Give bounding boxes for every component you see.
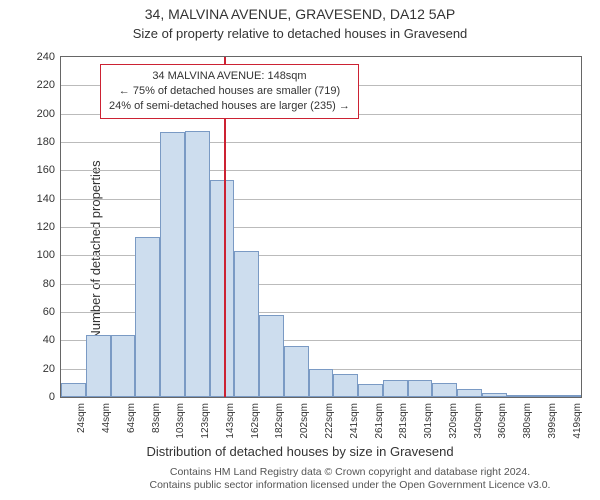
footer: Contains HM Land Registry data © Crown c… <box>140 466 560 492</box>
histogram-bar <box>185 131 210 397</box>
histogram-bar <box>358 384 383 397</box>
gridline <box>61 170 581 171</box>
histogram-bar <box>333 374 358 397</box>
x-tick-label: 241sqm <box>349 403 360 439</box>
histogram-bar <box>383 380 408 397</box>
gridline <box>61 227 581 228</box>
x-tick-label: 340sqm <box>473 403 484 439</box>
x-axis-label: Distribution of detached houses by size … <box>0 444 600 459</box>
y-tick-label: 180 <box>37 136 55 148</box>
gridline <box>61 199 581 200</box>
x-tick-label: 320sqm <box>448 403 459 439</box>
info-line-1: 34 MALVINA AVENUE: 148sqm <box>109 69 350 84</box>
y-tick-label: 80 <box>43 278 55 290</box>
y-tick-label: 160 <box>37 164 55 176</box>
histogram-bar <box>457 389 482 398</box>
info-line-2: ← 75% of detached houses are smaller (71… <box>109 84 350 99</box>
x-tick-label: 182sqm <box>274 403 285 439</box>
x-tick-label: 103sqm <box>175 403 186 439</box>
y-tick-label: 120 <box>37 221 55 233</box>
y-tick-label: 100 <box>37 249 55 261</box>
histogram-bar <box>531 395 556 397</box>
x-tick-label: 24sqm <box>76 403 87 433</box>
x-tick-label: 281sqm <box>398 403 409 439</box>
y-tick-label: 200 <box>37 108 55 120</box>
chart-container: 34, MALVINA AVENUE, GRAVESEND, DA12 5AP … <box>0 0 600 500</box>
y-tick-label: 140 <box>37 193 55 205</box>
x-tick-label: 162sqm <box>250 403 261 439</box>
gridline <box>61 142 581 143</box>
y-tick-label: 40 <box>43 334 55 346</box>
x-tick-label: 143sqm <box>225 403 236 439</box>
y-tick-label: 0 <box>49 391 55 403</box>
histogram-bar <box>86 335 111 397</box>
footer-line-1: Contains HM Land Registry data © Crown c… <box>140 466 560 479</box>
histogram-bar <box>284 346 309 397</box>
histogram-bar <box>210 180 235 397</box>
y-tick-label: 240 <box>37 51 55 63</box>
histogram-bar <box>482 393 507 397</box>
chart-subtitle: Size of property relative to detached ho… <box>0 26 600 41</box>
histogram-bar <box>160 132 185 397</box>
histogram-bar <box>556 395 581 397</box>
histogram-bar <box>507 395 532 397</box>
y-tick-label: 60 <box>43 306 55 318</box>
x-tick-label: 419sqm <box>572 403 583 439</box>
x-tick-label: 261sqm <box>374 403 385 439</box>
x-tick-label: 360sqm <box>497 403 508 439</box>
y-tick-label: 220 <box>37 79 55 91</box>
histogram-bar <box>259 315 284 397</box>
histogram-bar <box>408 380 433 397</box>
histogram-bar <box>309 369 334 397</box>
histogram-bar <box>61 383 86 397</box>
info-line-3: 24% of semi-detached houses are larger (… <box>109 99 350 114</box>
chart-title: 34, MALVINA AVENUE, GRAVESEND, DA12 5AP <box>0 6 600 22</box>
x-tick-label: 44sqm <box>101 403 112 433</box>
x-tick-label: 222sqm <box>324 403 335 439</box>
x-tick-label: 202sqm <box>299 403 310 439</box>
info-box: 34 MALVINA AVENUE: 148sqm ← 75% of detac… <box>100 64 359 119</box>
x-tick-label: 301sqm <box>423 403 434 439</box>
histogram-bar <box>234 251 259 397</box>
x-tick-label: 399sqm <box>547 403 558 439</box>
histogram-bar <box>432 383 457 397</box>
footer-line-2: Contains public sector information licen… <box>140 479 560 492</box>
x-tick-label: 83sqm <box>151 403 162 433</box>
histogram-bar <box>111 335 136 397</box>
x-tick-label: 380sqm <box>522 403 533 439</box>
x-tick-label: 123sqm <box>200 403 211 439</box>
y-tick-label: 20 <box>43 363 55 375</box>
x-tick-label: 64sqm <box>126 403 137 433</box>
histogram-bar <box>135 237 160 397</box>
